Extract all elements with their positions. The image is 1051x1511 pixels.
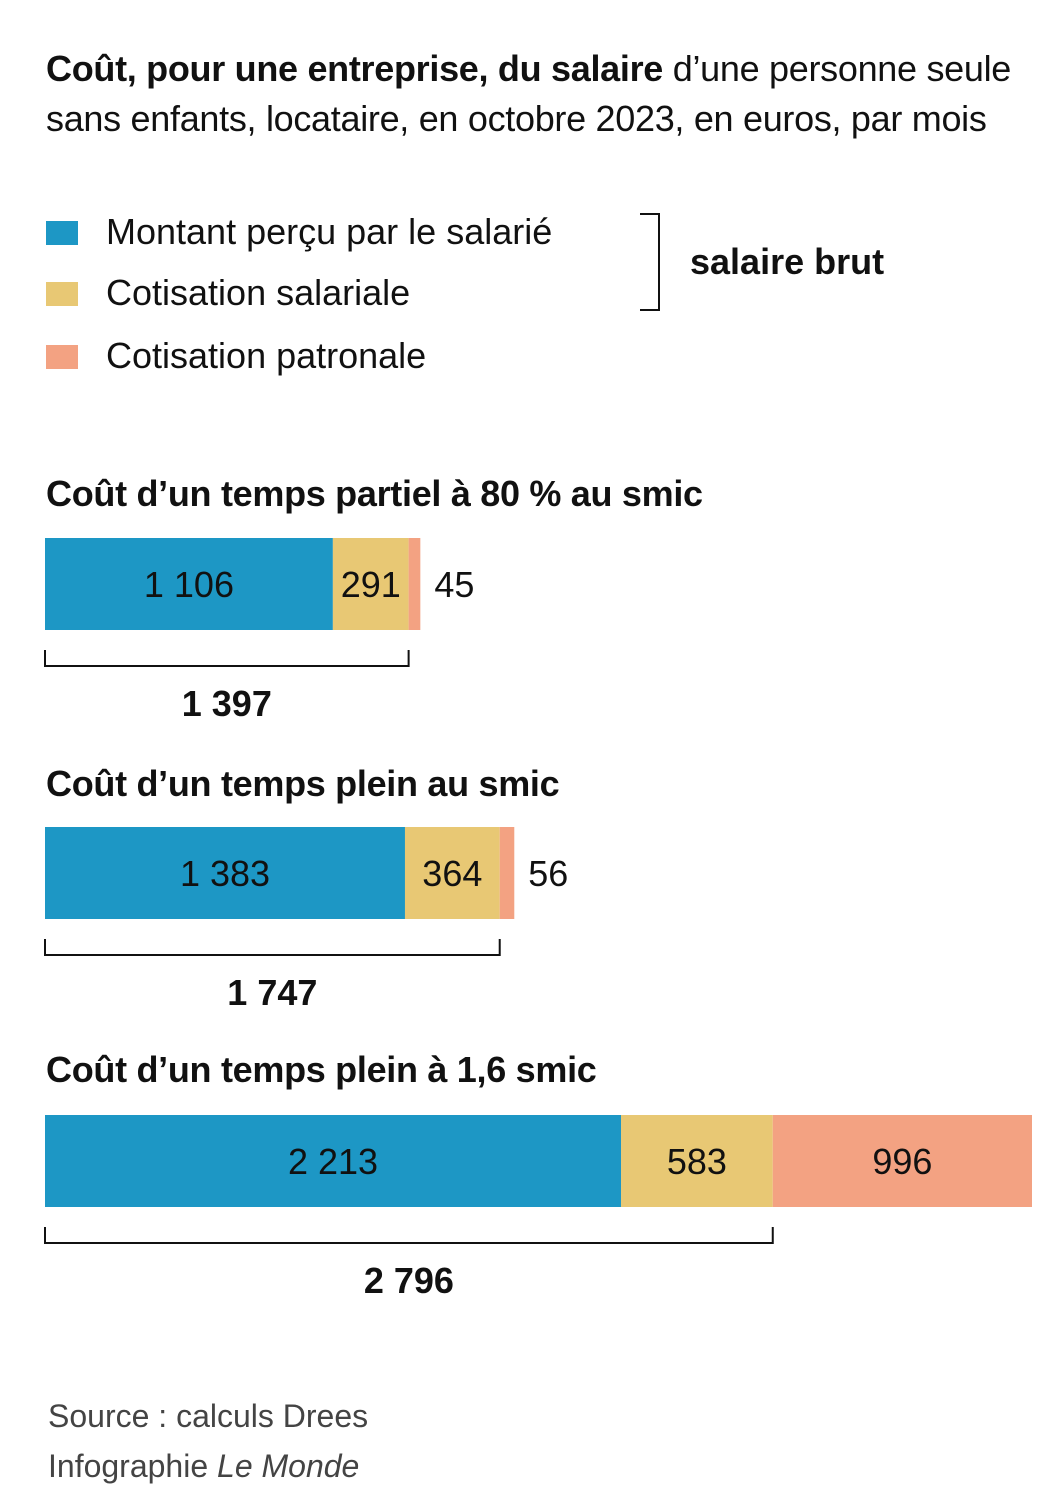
legend-swatch-salarie (46, 221, 78, 245)
credit-publication: Le Monde (217, 1448, 360, 1484)
total-label-3: 2 796 (364, 1260, 454, 1301)
bar-2-salarie (45, 827, 405, 919)
salaire-brut-bracket (640, 213, 660, 311)
group-title-1: Coût d’un temps partiel à 80 % au smic (46, 473, 703, 514)
total-bracket-1 (44, 650, 410, 667)
chart-title-bold: Coût, pour une entreprise, du salaire (46, 48, 664, 89)
group-title-3: Coût d’un temps plein à 1,6 smic (46, 1049, 597, 1090)
legend-swatch-cotisation-salariale (46, 282, 78, 306)
credit-line: Infographie Le Monde (48, 1446, 359, 1486)
legend-swatch-cotisation-patronale (46, 345, 78, 369)
legend-label-salarie: Montant perçu par le salarié (106, 211, 553, 252)
bar-2-cotisation-patronale (499, 827, 515, 919)
total-bracket-3 (44, 1227, 774, 1244)
value-label-3-cotisation-salariale: 583 (667, 1141, 727, 1182)
value-label-3-cotisation-patronale: 996 (872, 1141, 932, 1182)
salaire-brut-label: salaire brut (690, 241, 885, 282)
bar-3-cotisation-salariale (621, 1115, 773, 1207)
bar-2-cotisation-salariale (404, 827, 500, 919)
bar-1-cotisation-patronale (408, 538, 421, 630)
chart-title-rest: d’une personne seule sans enfants, locat… (46, 48, 1012, 139)
bar-3-salarie (45, 1115, 622, 1207)
value-label-3-salarie: 2 213 (288, 1141, 378, 1182)
value-label-1-cotisation-salariale: 291 (341, 564, 401, 605)
legend-label-cotisation-salariale: Cotisation salariale (106, 272, 411, 313)
value-label-2-salarie: 1 383 (180, 853, 270, 894)
bar-1-cotisation-salariale (332, 538, 409, 630)
bar-1-salarie (45, 538, 333, 630)
value-label-1-salarie: 1 106 (144, 564, 234, 605)
total-label-1: 1 397 (182, 683, 272, 724)
value-label-1-cotisation-patronale: 45 (434, 564, 474, 605)
group-title-2: Coût d’un temps plein au smic (46, 763, 560, 804)
value-label-2-cotisation-patronale: 56 (528, 853, 568, 894)
chart-title: Coût, pour une entreprise, du salaire d’… (46, 44, 1036, 144)
source-line: Source : calculs Drees (48, 1398, 369, 1434)
bar-3-cotisation-patronale (772, 1115, 1032, 1207)
total-bracket-2 (44, 939, 501, 956)
stacked-bars: 1 106 291 45 1 397 1 383 364 56 1 747 2 213 583 99… (44, 538, 1032, 1301)
total-label-2: 1 747 (227, 972, 317, 1013)
value-label-2-cotisation-salariale: 364 (422, 853, 482, 894)
legend-label-cotisation-patronale: Cotisation patronale (106, 335, 427, 376)
credit-prefix: Infographie (48, 1448, 218, 1484)
